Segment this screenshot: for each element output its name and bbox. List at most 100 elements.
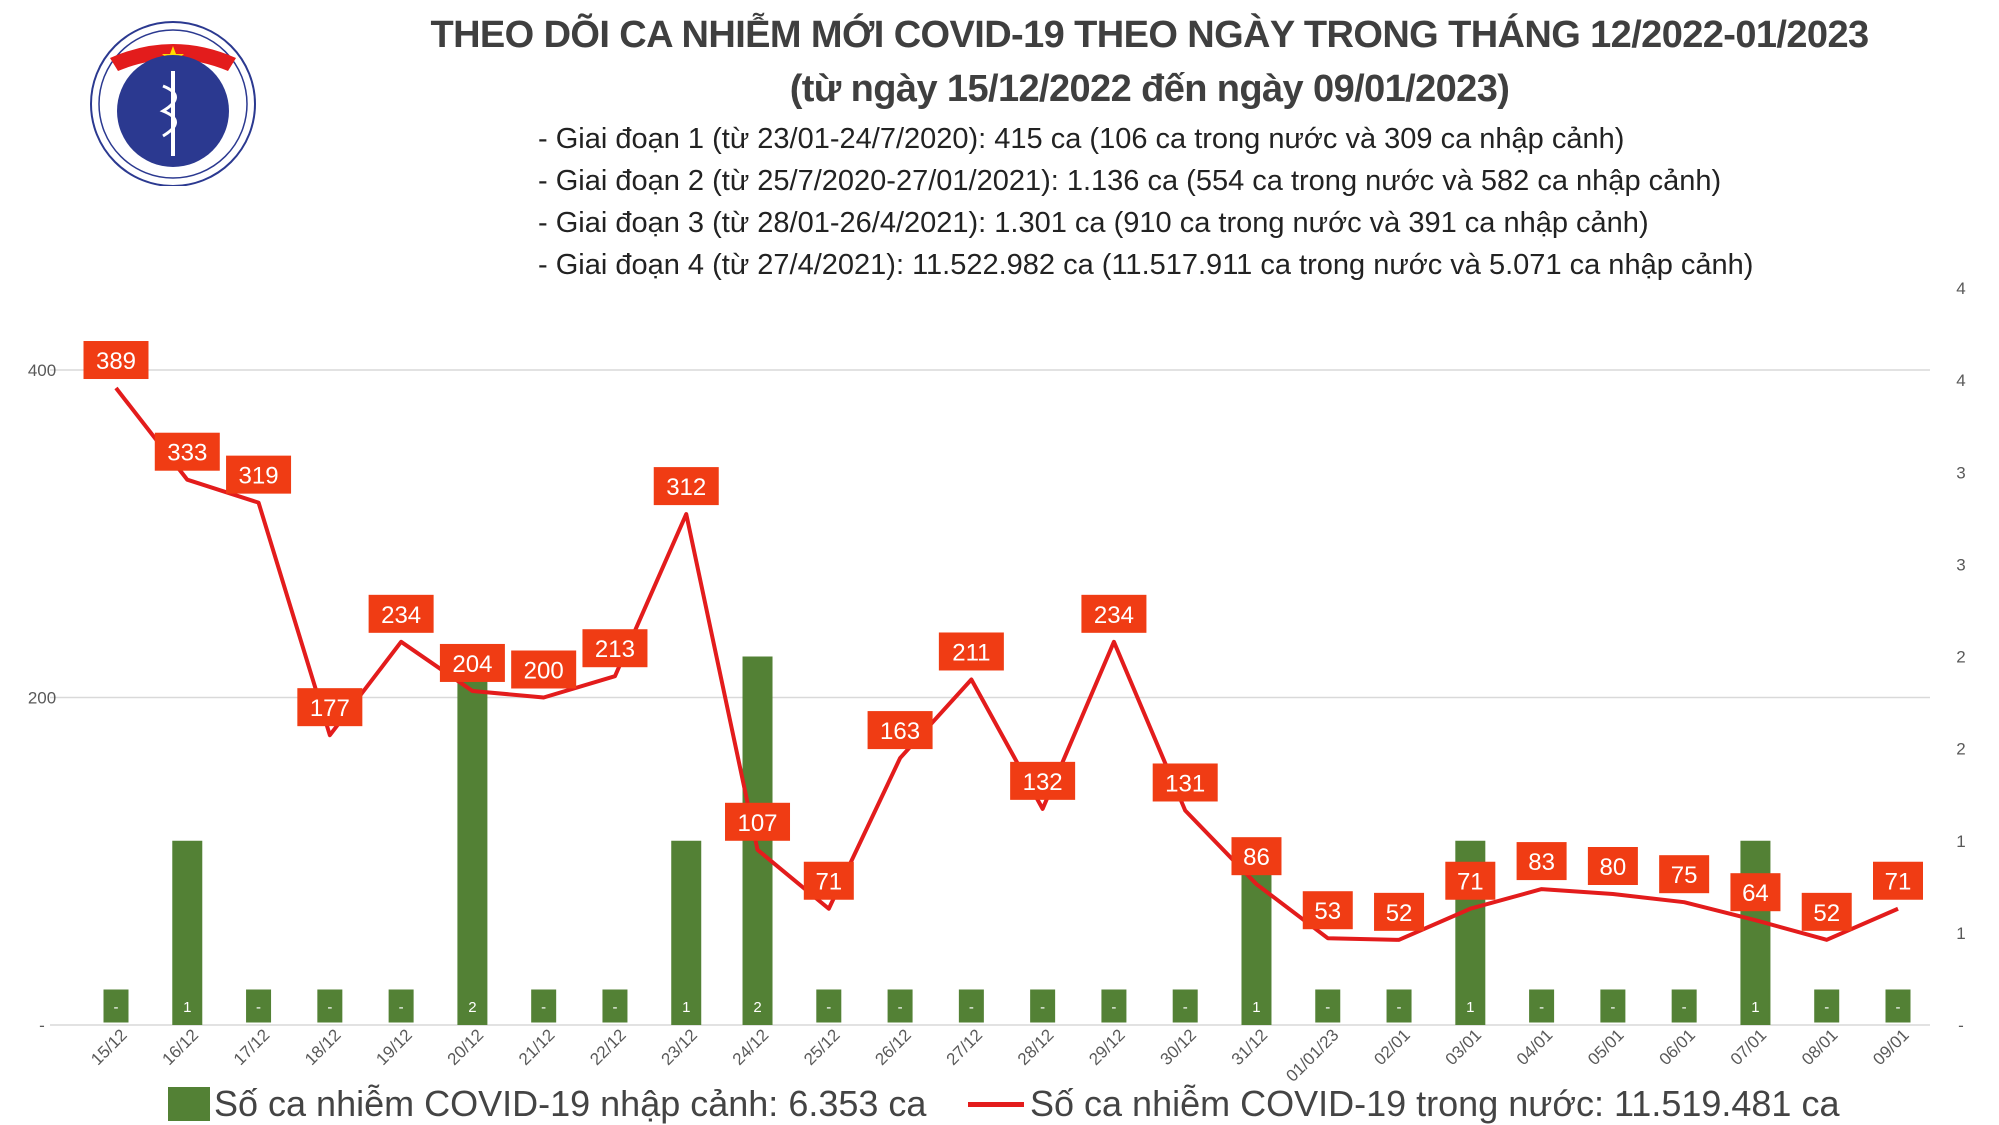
- import-bar-data-label: -: [256, 999, 261, 1016]
- x-axis-tick-label: 19/12: [372, 1025, 416, 1069]
- domestic-data-label: 75: [1671, 862, 1698, 889]
- domestic-data-label: 234: [381, 602, 421, 629]
- x-axis-tick-label: 04/01: [1513, 1025, 1557, 1069]
- right-axis-tick-label: 2: [1956, 740, 1965, 759]
- domestic-label-box: [439, 643, 505, 682]
- domestic-data-label: 312: [666, 474, 706, 501]
- import-bar-data-label: -: [1183, 999, 1188, 1016]
- right-axis-tick-label: 2: [1956, 648, 1965, 667]
- legend-label-domestic: Số ca nhiễm COVID-19 trong nước: 11.519.…: [1030, 1083, 1840, 1124]
- import-bar-data-label: 1: [1252, 999, 1260, 1016]
- left-axis-tick-label: 400: [28, 361, 56, 380]
- domestic-label-box: [582, 629, 648, 668]
- import-bar-label-box: [886, 988, 914, 1024]
- import-bar-data-label: -: [898, 999, 903, 1016]
- legend-line-swatch: [968, 1101, 1024, 1107]
- x-axis-tick-label: 17/12: [230, 1025, 274, 1069]
- domestic-data-label: 177: [310, 695, 350, 722]
- left-axis-tick-label: -: [39, 1016, 45, 1035]
- import-bar-label-box: [1171, 988, 1199, 1024]
- domestic-data-label: 71: [1457, 869, 1484, 896]
- x-axis-tick-label: 27/12: [943, 1025, 987, 1069]
- import-bar-label-box: [1029, 988, 1057, 1024]
- import-bar-label-box: [1100, 988, 1128, 1024]
- import-bar-data-label: -: [612, 999, 617, 1016]
- import-bar-data-label: -: [1610, 999, 1615, 1016]
- domestic-data-label: 333: [167, 440, 207, 467]
- x-axis-tick-label: 08/01: [1798, 1025, 1842, 1069]
- import-bar-label-box: [957, 988, 985, 1024]
- domestic-data-label: 83: [1528, 849, 1555, 876]
- domestic-data-label: 107: [737, 810, 777, 837]
- domestic-label-box: [803, 861, 854, 900]
- x-axis-tick-label: 23/12: [658, 1025, 702, 1069]
- import-bar-data-label: -: [1682, 999, 1687, 1016]
- domestic-data-label: 52: [1386, 900, 1413, 927]
- x-axis-tick-label: 20/12: [444, 1025, 488, 1069]
- domestic-data-label: 53: [1314, 898, 1341, 925]
- import-bar-label-box: [1599, 988, 1627, 1024]
- domestic-label-box: [511, 650, 577, 689]
- import-bar-label-box: [1884, 988, 1912, 1024]
- right-axis-tick-label: 3: [1956, 463, 1965, 482]
- import-bar-label-box: [1457, 989, 1484, 1023]
- import-bar-data-label: 1: [1466, 999, 1474, 1016]
- import-bar-label-box: [174, 989, 201, 1023]
- domestic-label-box: [725, 802, 791, 841]
- domestic-label-box: [1730, 873, 1781, 912]
- domestic-data-label: 52: [1813, 900, 1840, 927]
- x-axis-tick-label: 15/12: [87, 1025, 131, 1069]
- x-axis-tick-label: 25/12: [800, 1025, 844, 1069]
- domestic-data-label: 80: [1600, 854, 1627, 881]
- chart-title: THEO DÕI CA NHIỄM MỚI COVID-19 THEO NGÀY…: [430, 14, 1869, 56]
- x-axis-tick-label: 21/12: [515, 1025, 559, 1069]
- domestic-label-box: [83, 341, 149, 380]
- import-bar-data-label: 2: [753, 999, 761, 1016]
- domestic-label-box: [938, 632, 1004, 671]
- import-bar-data-label: 1: [183, 999, 191, 1016]
- import-bar-label-box: [601, 988, 629, 1024]
- domestic-label-box: [1659, 855, 1710, 894]
- domestic-label-box: [1587, 847, 1638, 885]
- domestic-data-label: 132: [1023, 769, 1063, 796]
- import-bar-label-box: [1314, 988, 1342, 1024]
- import-bar-data-label: -: [1111, 999, 1116, 1016]
- domestic-label-box: [154, 432, 220, 471]
- right-axis-tick-label: 1: [1956, 832, 1965, 851]
- import-bar-data-label: -: [327, 999, 332, 1016]
- right-axis-tick-label: 1: [1956, 924, 1965, 943]
- import-bar-data-label: -: [399, 999, 404, 1016]
- import-bar-data-label: 1: [682, 999, 690, 1016]
- x-axis-tick-label: 22/12: [586, 1025, 630, 1069]
- phase-2-note: - Giai đoạn 2 (từ 25/7/2020-27/01/2021):…: [538, 165, 1722, 197]
- domestic-label-box: [1231, 837, 1282, 876]
- x-axis-tick-label: 09/01: [1869, 1025, 1913, 1069]
- import-bar-label-box: [530, 988, 558, 1024]
- import-bar-data-label: 2: [468, 999, 476, 1016]
- domestic-label-box: [1445, 861, 1496, 900]
- domestic-label-box: [1302, 891, 1353, 930]
- chart-subtitle: (từ ngày 15/12/2022 đến ngày 09/01/2023): [789, 68, 1510, 110]
- domestic-label-box: [653, 467, 719, 506]
- import-bar-label-box: [1813, 988, 1841, 1024]
- domestic-cases-line: [114, 386, 1899, 942]
- x-axis-tick-label: 16/12: [159, 1025, 203, 1069]
- import-bar-data-label: -: [114, 999, 119, 1016]
- x-axis-tick-label: 06/01: [1655, 1025, 1699, 1069]
- x-axis-tick-label: 26/12: [871, 1025, 915, 1069]
- ministry-of-health-logo: [78, 16, 268, 187]
- domestic-label-box: [1374, 892, 1425, 931]
- domestic-data-label: 389: [96, 348, 136, 375]
- domestic-label-box: [226, 455, 292, 494]
- x-axis-tick-label: 31/12: [1228, 1025, 1272, 1069]
- import-bar-label-box: [387, 988, 415, 1024]
- left-axis-tick-label: 200: [28, 689, 56, 708]
- x-axis-tick-label: 03/01: [1442, 1025, 1486, 1069]
- import-bar-data-label: -: [1040, 999, 1045, 1016]
- import-bar-label-box: [459, 989, 486, 1023]
- import-bar-label-box: [673, 989, 700, 1023]
- domestic-data-label: 204: [452, 651, 492, 678]
- domestic-data-label: 64: [1742, 880, 1769, 907]
- import-bar-label-box: [1385, 988, 1413, 1024]
